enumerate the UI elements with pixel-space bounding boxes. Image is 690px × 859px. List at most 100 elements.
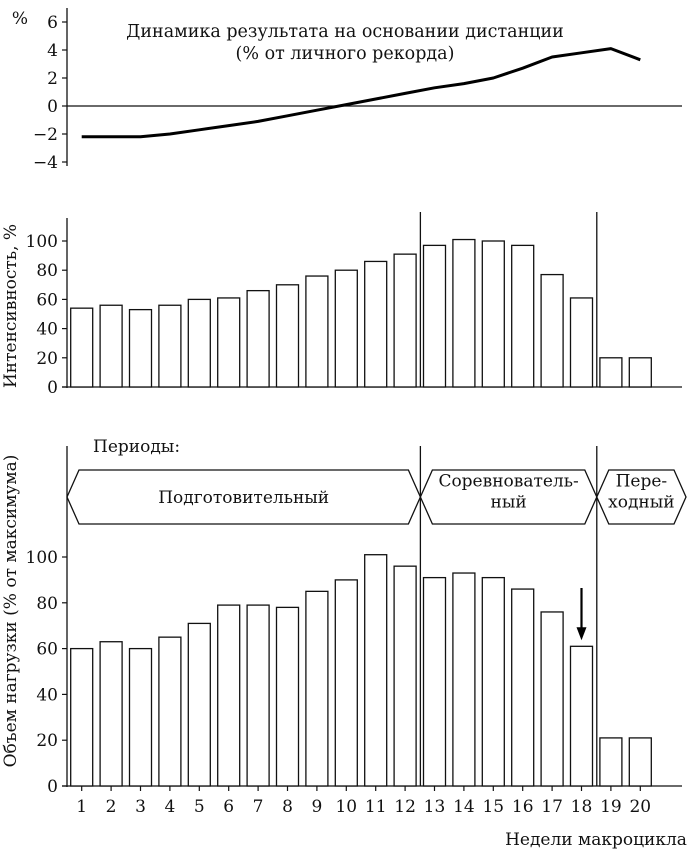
bar (481, 576, 505, 787)
y-tick-label: 20 (36, 731, 58, 751)
bar (128, 308, 153, 388)
period-label: Пере- (616, 472, 668, 492)
periods-label: Периоды: (93, 437, 180, 457)
bar (569, 297, 594, 388)
x-tick-label: 12 (394, 797, 416, 817)
period-label: ный (490, 493, 526, 513)
x-tick-label: 13 (424, 797, 446, 817)
bar (511, 244, 535, 388)
x-tick-label: 10 (335, 797, 357, 817)
bar (158, 636, 182, 787)
x-tick-label: 6 (223, 797, 234, 817)
bar (393, 565, 417, 787)
bar (569, 645, 594, 787)
bar (364, 260, 388, 388)
y-tick-label: 0 (47, 378, 58, 398)
bar (99, 304, 123, 388)
bar (452, 238, 476, 388)
x-tick-label: 20 (629, 797, 651, 817)
bar (217, 297, 241, 388)
x-axis-label: Недели макроцикла (505, 830, 687, 850)
intensity-y-label: Интенсивность, % (1, 224, 21, 388)
x-tick-label: 16 (512, 797, 534, 817)
line-chart-y-tick-label: 2 (47, 69, 58, 89)
bar (422, 244, 447, 388)
bar (393, 253, 417, 388)
bar (187, 622, 211, 787)
y-tick-label: 60 (36, 290, 58, 310)
bar (540, 611, 564, 787)
y-tick-label: 20 (36, 349, 58, 369)
bar (275, 284, 300, 388)
arrow-head (576, 627, 587, 641)
bar (70, 647, 94, 787)
bar (481, 240, 505, 388)
result-series-line (81, 47, 641, 139)
volume-bar-chart: Периоды: Объем нагрузки (% от максимума)… (1, 437, 687, 850)
y-tick-label: 40 (36, 320, 58, 340)
line-chart-y-tick-label: 6 (47, 13, 58, 33)
bar (364, 554, 388, 787)
line-chart-y-tick-label: −4 (33, 153, 58, 173)
x-tick-label: 7 (253, 797, 264, 817)
y-tick-label: 100 (26, 548, 58, 568)
bar (158, 304, 182, 388)
bar (217, 604, 241, 787)
y-tick-label: 0 (47, 777, 58, 797)
line-chart-y-tick-label: −2 (33, 125, 58, 145)
x-tick-label: 18 (571, 797, 593, 817)
bar (540, 273, 564, 388)
bar (599, 357, 623, 388)
x-tick-label: 2 (106, 797, 117, 817)
bar (628, 737, 652, 787)
volume-y-label: Объем нагрузки (% от максимума) (1, 455, 21, 768)
intensity-plot: 0 20 40 60 80 100 (26, 212, 682, 398)
period-box (596, 469, 687, 525)
bar (599, 737, 623, 787)
periods-row: Подготовительный Соревнователь-ный Пере-хо… (66, 469, 687, 525)
bar (628, 357, 652, 388)
x-tick-label: 14 (453, 797, 475, 817)
bar (422, 576, 447, 787)
x-tick-label: 3 (135, 797, 146, 817)
y-tick-label: 100 (26, 232, 58, 252)
x-tick-label: 5 (194, 797, 205, 817)
period-label: Соревнователь- (438, 472, 578, 492)
intensity-bar-chart: Интенсивность, % 0 20 40 60 80 100 (1, 212, 682, 398)
y-tick-label: 80 (36, 594, 58, 614)
y-tick-label: 40 (36, 685, 58, 705)
period-label: Подготовительный (158, 488, 329, 508)
bar (187, 298, 211, 388)
bar (305, 590, 329, 787)
bar (305, 275, 329, 388)
x-tick-label: 4 (164, 797, 175, 817)
bar (246, 289, 270, 388)
bar (452, 572, 476, 787)
x-tick-label: 17 (541, 797, 563, 817)
x-tick-label: 11 (365, 797, 387, 817)
x-tick-label: 15 (482, 797, 504, 817)
bar (334, 269, 358, 388)
bar (275, 606, 300, 787)
x-tick-label: 9 (311, 797, 322, 817)
bar (99, 641, 123, 787)
bar (246, 604, 270, 787)
y-tick-label: 80 (36, 261, 58, 281)
result-line-chart: Динамика результата на основании дистанц… (12, 8, 682, 173)
line-chart-title: Динамика результата на основании дистанц… (126, 22, 564, 42)
line-chart-y-tick-label: 0 (47, 97, 58, 117)
line-chart-subtitle: (% от личного рекорда) (236, 44, 455, 64)
line-chart-y-label: % (12, 9, 28, 29)
y-tick-label: 60 (36, 640, 58, 660)
x-tick-label: 8 (282, 797, 293, 817)
bar (334, 579, 358, 787)
bar (128, 647, 153, 787)
x-tick-label: 1 (76, 797, 87, 817)
x-tick-label: 19 (600, 797, 622, 817)
line-chart-plot: 6 4 2 0 −2 −4 (33, 8, 682, 173)
bar (70, 307, 94, 388)
bar (511, 588, 535, 787)
period-label: ходный (608, 493, 674, 513)
